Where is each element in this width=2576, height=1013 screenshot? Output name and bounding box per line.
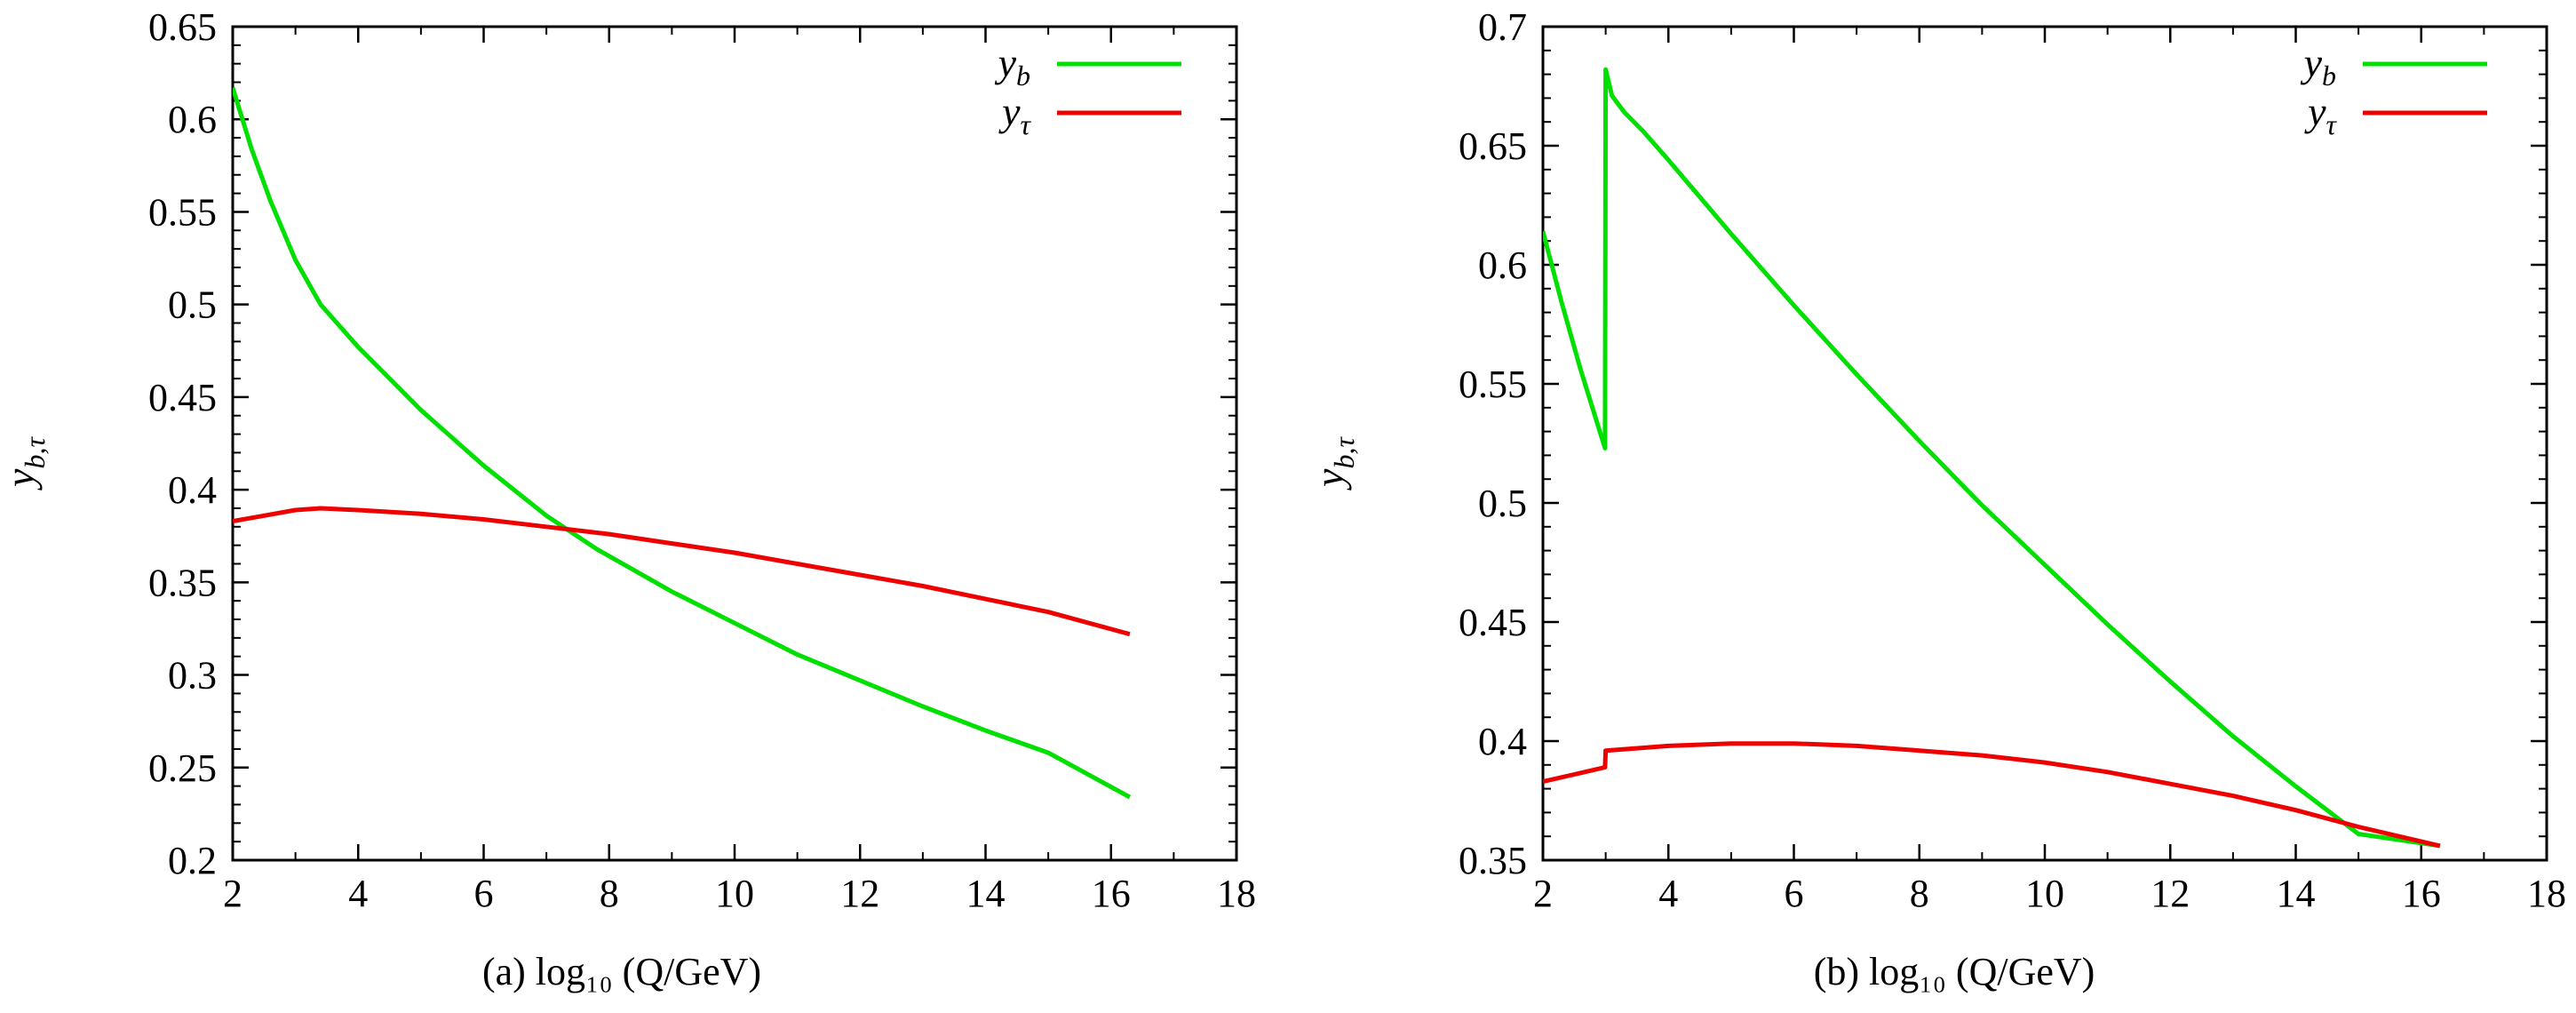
x-tick-label: 4 <box>1658 872 1678 915</box>
legend-label-sub: b <box>2322 60 2336 92</box>
legend-label-yb: yb <box>995 40 1030 92</box>
series-line-ytau <box>1543 741 2441 849</box>
legend-label-sub: b <box>1016 60 1030 92</box>
y-tick-label: 0.35 <box>148 561 217 604</box>
legend-label-yb: yb <box>2301 40 2336 92</box>
x-tick-label: 10 <box>2025 872 2064 915</box>
series-line-yb <box>1543 67 2441 849</box>
x-tick-label: 8 <box>600 872 619 915</box>
y-tick-label: 0.55 <box>1459 363 1527 406</box>
x-tick-label: 14 <box>966 872 1006 915</box>
x-tick-label: 2 <box>223 872 242 915</box>
y-tick-label: 0.4 <box>1478 720 1527 763</box>
y-axis-label: yb,τ <box>1307 436 1360 491</box>
series-line-yb <box>233 87 1132 800</box>
y-axis-label-base: y <box>1307 468 1352 491</box>
y-tick-label: 0.45 <box>1459 601 1527 644</box>
x-tick-label: 8 <box>1910 872 1929 915</box>
legend-label-sub: τ <box>2326 108 2338 140</box>
x-tick-label: 4 <box>348 872 368 915</box>
y-tick-label: 0.4 <box>168 468 217 512</box>
y-axis-label-sub: b,τ <box>1328 436 1360 469</box>
y-tick-label: 0.3 <box>168 654 217 698</box>
x-axis-caption: (b) log₁₀ (Q/GeV) <box>1814 950 2095 993</box>
x-tick-label: 2 <box>1533 872 1553 915</box>
legend-label-sub: τ <box>1021 108 1032 140</box>
plot-frame <box>1541 25 2548 862</box>
y-axis-label: yb,τ <box>0 436 51 491</box>
y-tick-label: 0.55 <box>148 190 217 234</box>
x-tick-label: 12 <box>2151 872 2190 915</box>
y-tick-label: 0.5 <box>1478 482 1527 525</box>
x-tick-label: 6 <box>1785 872 1804 915</box>
y-tick-label: 0.65 <box>148 5 217 49</box>
legend-label-base: y <box>995 40 1017 85</box>
chart-panel-a: 2 4 6 8 10 12 14 16 18 0.2 0.25 0.3 0.35 0.4 0.45 0.5 0.… <box>0 5 1256 993</box>
y-axis-label-base: y <box>0 468 43 491</box>
y-axis-label-sub: b,τ <box>19 436 51 469</box>
y-tick-label: 0.2 <box>168 839 217 882</box>
x-tick-label: 16 <box>2402 872 2441 915</box>
y-tick-label: 0.35 <box>1459 839 1527 882</box>
legend-label-base: y <box>2304 89 2326 134</box>
legend-label-ytau: yτ <box>2304 89 2337 140</box>
y-tick-label: 0.6 <box>1478 243 1527 287</box>
x-tick-label: 12 <box>840 872 879 915</box>
y-tick-label: 0.65 <box>1459 124 1527 168</box>
y-tick-label: 0.7 <box>1478 5 1527 49</box>
x-tick-label: 18 <box>2527 872 2566 915</box>
x-tick-label: 16 <box>1092 872 1131 915</box>
x-tick-label: 14 <box>2277 872 2316 915</box>
y-tick-label: 0.6 <box>168 98 217 141</box>
chart-panel-b: 2 4 6 8 10 12 14 16 18 0.35 0.4 0.45 0.5 0.55 0.6 0.65 0… <box>1307 5 2566 993</box>
x-axis-caption: (a) log₁₀ (Q/GeV) <box>482 950 761 993</box>
legend-label-base: y <box>998 89 1021 134</box>
legend-label-base: y <box>2301 40 2323 85</box>
y-tick-label: 0.25 <box>148 746 217 790</box>
y-tick-label: 0.5 <box>168 283 217 327</box>
y-tick-label: 0.45 <box>148 376 217 419</box>
x-tick-label: 18 <box>1217 872 1256 915</box>
legend-label-ytau: yτ <box>998 89 1031 140</box>
series-line-ytau <box>233 506 1131 637</box>
plot-frame <box>231 25 1238 862</box>
x-tick-label: 10 <box>715 872 754 915</box>
x-tick-label: 6 <box>474 872 494 915</box>
